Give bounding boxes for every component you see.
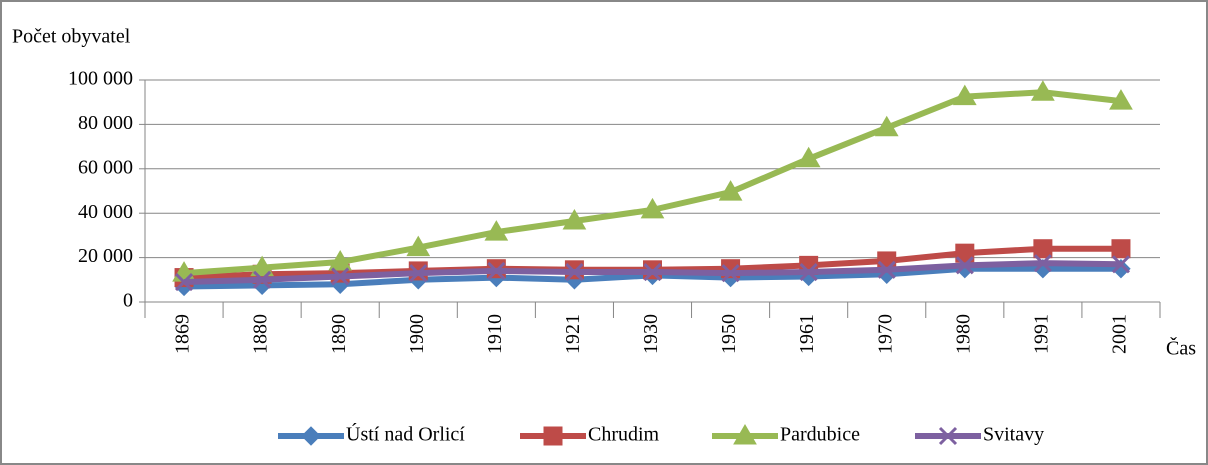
data-point (565, 262, 584, 282)
y-tick-label: 100 000 (68, 68, 133, 90)
x-tick-label: 1961 (796, 314, 818, 354)
data-point (1111, 239, 1131, 259)
x-tick-label: 1970 (874, 314, 896, 354)
y-axis-title: Počet obyvatel (12, 26, 131, 48)
data-point (643, 262, 662, 282)
data-point (718, 180, 743, 201)
data-point (1033, 254, 1052, 273)
data-point (328, 250, 353, 271)
x-axis-title: Čas (1166, 336, 1196, 360)
y-tick-label: 80 000 (78, 112, 133, 134)
data-point (331, 267, 350, 286)
data-point (955, 243, 975, 263)
x-tick-label: 1930 (640, 314, 662, 354)
data-point (955, 256, 974, 275)
x-tick-label: 1910 (484, 314, 506, 354)
legend-marker (733, 424, 757, 445)
x-tick-label: 1869 (172, 314, 194, 354)
legend-marker (938, 426, 958, 446)
data-point (640, 197, 665, 219)
x-tick-label: 1921 (562, 314, 584, 354)
legend-label: Chrudim (588, 424, 660, 446)
data-point (406, 235, 431, 257)
data-point (253, 270, 272, 289)
data-point (877, 260, 896, 279)
data-point (952, 84, 977, 106)
x-tick-label: 1991 (1030, 314, 1052, 354)
data-point (796, 146, 821, 168)
y-tick-label: 40 000 (78, 201, 133, 223)
legend-label: Svitavy (983, 424, 1044, 446)
data-point (1031, 80, 1055, 101)
x-tick-label: 1950 (718, 314, 740, 354)
data-point (1111, 255, 1131, 274)
data-point (874, 115, 899, 137)
data-point (487, 261, 506, 280)
legend-marker (301, 426, 321, 446)
y-tick-label: 60 000 (78, 156, 133, 178)
data-point (721, 264, 740, 283)
legend-label: Pardubice (780, 424, 860, 446)
x-tick-label: 1890 (328, 314, 350, 354)
x-tick-label: 2001 (1109, 314, 1131, 354)
data-point (1033, 239, 1053, 259)
data-point (799, 262, 818, 282)
data-point (174, 272, 194, 292)
data-point (409, 264, 428, 283)
y-tick-label: 0 (123, 290, 133, 312)
x-tick-label: 1900 (406, 314, 428, 354)
legend-marker (543, 426, 563, 446)
data-point (484, 220, 509, 241)
x-tick-label: 1980 (952, 314, 974, 354)
data-point (1109, 89, 1133, 110)
legend-label: Ústí nad Orlicí (346, 422, 465, 446)
data-point (250, 255, 274, 277)
data-point (562, 208, 587, 230)
x-tick-label: 1880 (250, 314, 272, 354)
y-tick-label: 20 000 (78, 245, 133, 267)
